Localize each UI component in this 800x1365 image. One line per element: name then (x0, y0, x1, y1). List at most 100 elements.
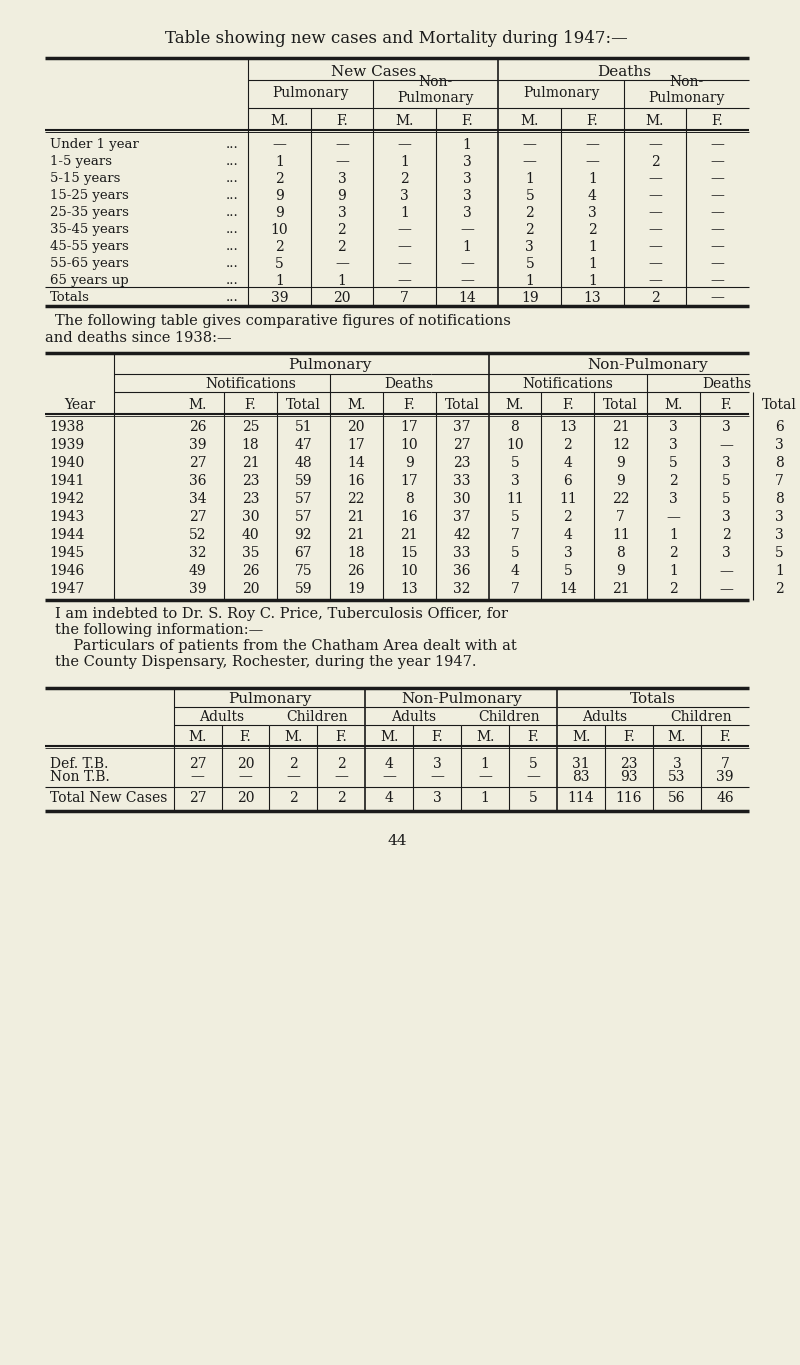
Text: 6: 6 (775, 420, 784, 434)
Text: —: — (523, 154, 537, 168)
Text: —: — (460, 222, 474, 236)
Text: 1: 1 (588, 172, 597, 186)
Text: 1946: 1946 (50, 564, 85, 577)
Text: 32: 32 (189, 546, 206, 560)
Text: 30: 30 (454, 491, 471, 506)
Text: 2: 2 (775, 581, 784, 597)
Text: F.: F. (527, 730, 539, 744)
Text: 75: 75 (294, 564, 312, 577)
Text: 37: 37 (454, 420, 471, 434)
Text: 3: 3 (338, 206, 346, 220)
Text: 1: 1 (275, 273, 284, 288)
Text: Non-Pulmonary: Non-Pulmonary (401, 692, 522, 706)
Text: 55-65 years: 55-65 years (50, 257, 129, 270)
Text: Total: Total (286, 399, 321, 412)
Text: 4: 4 (385, 792, 394, 805)
Text: 5: 5 (775, 546, 784, 560)
Text: 1940: 1940 (50, 456, 85, 470)
Text: 3: 3 (563, 546, 572, 560)
Text: 9: 9 (275, 206, 284, 220)
Text: 39: 39 (270, 291, 288, 304)
Text: 1944: 1944 (50, 528, 85, 542)
Text: 13: 13 (400, 581, 418, 597)
Text: 8: 8 (405, 491, 414, 506)
Text: 14: 14 (347, 456, 365, 470)
Text: 7: 7 (510, 581, 519, 597)
Text: —: — (523, 138, 537, 152)
Text: —: — (526, 770, 540, 784)
Text: F.: F. (336, 115, 348, 128)
Text: 3: 3 (462, 188, 471, 202)
Text: M.: M. (188, 730, 206, 744)
Text: 1-5 years: 1-5 years (50, 156, 111, 168)
Text: Adults: Adults (199, 710, 244, 723)
Text: Notifications: Notifications (522, 377, 614, 390)
Text: 1942: 1942 (50, 491, 85, 506)
Text: 2: 2 (670, 546, 678, 560)
Text: 2: 2 (588, 222, 597, 236)
Text: 2: 2 (337, 792, 346, 805)
Text: M.: M. (572, 730, 590, 744)
Text: 39: 39 (716, 770, 734, 784)
Text: M.: M. (284, 730, 302, 744)
Text: 32: 32 (454, 581, 471, 597)
Text: 3: 3 (400, 188, 409, 202)
Text: Children: Children (670, 710, 732, 723)
Text: 25: 25 (242, 420, 259, 434)
Text: 2: 2 (563, 511, 572, 524)
Text: 3: 3 (670, 438, 678, 452)
Text: —: — (335, 257, 349, 270)
Text: 67: 67 (294, 546, 312, 560)
Text: 26: 26 (242, 564, 259, 577)
Text: Table showing new cases and Mortality during 1947:—: Table showing new cases and Mortality du… (166, 30, 628, 46)
Text: 13: 13 (559, 420, 577, 434)
Text: the County Dispensary, Rochester, during the year 1947.: the County Dispensary, Rochester, during… (54, 655, 476, 669)
Text: —: — (648, 188, 662, 202)
Text: ...: ... (226, 172, 239, 186)
Text: 7: 7 (510, 528, 519, 542)
Text: F.: F. (712, 115, 723, 128)
Text: Year: Year (64, 399, 95, 412)
Text: F.: F. (335, 730, 347, 744)
Text: 5: 5 (529, 756, 538, 770)
Text: 42: 42 (454, 528, 471, 542)
Text: 3: 3 (775, 511, 784, 524)
Text: 3: 3 (670, 491, 678, 506)
Text: F.: F. (240, 730, 251, 744)
Text: F.: F. (721, 399, 733, 412)
Text: ...: ... (226, 156, 239, 168)
Text: Deaths: Deaths (385, 377, 434, 390)
Text: —: — (710, 239, 725, 254)
Text: M.: M. (668, 730, 686, 744)
Text: 20: 20 (347, 420, 365, 434)
Text: 9: 9 (405, 456, 414, 470)
Text: —: — (334, 770, 348, 784)
Text: 3: 3 (462, 154, 471, 168)
Text: M.: M. (188, 399, 206, 412)
Text: 8: 8 (775, 491, 784, 506)
Text: 10: 10 (270, 222, 288, 236)
Text: 5: 5 (526, 257, 534, 270)
Text: 16: 16 (400, 511, 418, 524)
Text: 11: 11 (506, 491, 524, 506)
Text: 2: 2 (275, 172, 284, 186)
Text: 47: 47 (294, 438, 312, 452)
Text: F.: F. (462, 115, 473, 128)
Text: 51: 51 (294, 420, 312, 434)
Text: 33: 33 (454, 474, 471, 489)
Text: 27: 27 (189, 792, 206, 805)
Text: 1947: 1947 (50, 581, 85, 597)
Text: 3: 3 (588, 206, 597, 220)
Text: M.: M. (506, 399, 524, 412)
Text: 22: 22 (347, 491, 365, 506)
Text: Adults: Adults (390, 710, 436, 723)
Text: 1945: 1945 (50, 546, 85, 560)
Text: 2: 2 (526, 222, 534, 236)
Text: F.: F. (245, 399, 256, 412)
Text: 1: 1 (670, 528, 678, 542)
Text: Deaths: Deaths (702, 377, 751, 390)
Text: 7: 7 (775, 474, 784, 489)
Text: —: — (382, 770, 396, 784)
Text: —: — (190, 770, 205, 784)
Text: 2: 2 (289, 756, 298, 770)
